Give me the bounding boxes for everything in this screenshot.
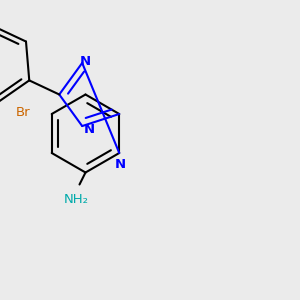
- Text: NH₂: NH₂: [64, 193, 89, 206]
- Text: N: N: [80, 55, 91, 68]
- Text: N: N: [84, 123, 95, 136]
- Text: Br: Br: [16, 106, 31, 119]
- Text: N: N: [115, 158, 126, 172]
